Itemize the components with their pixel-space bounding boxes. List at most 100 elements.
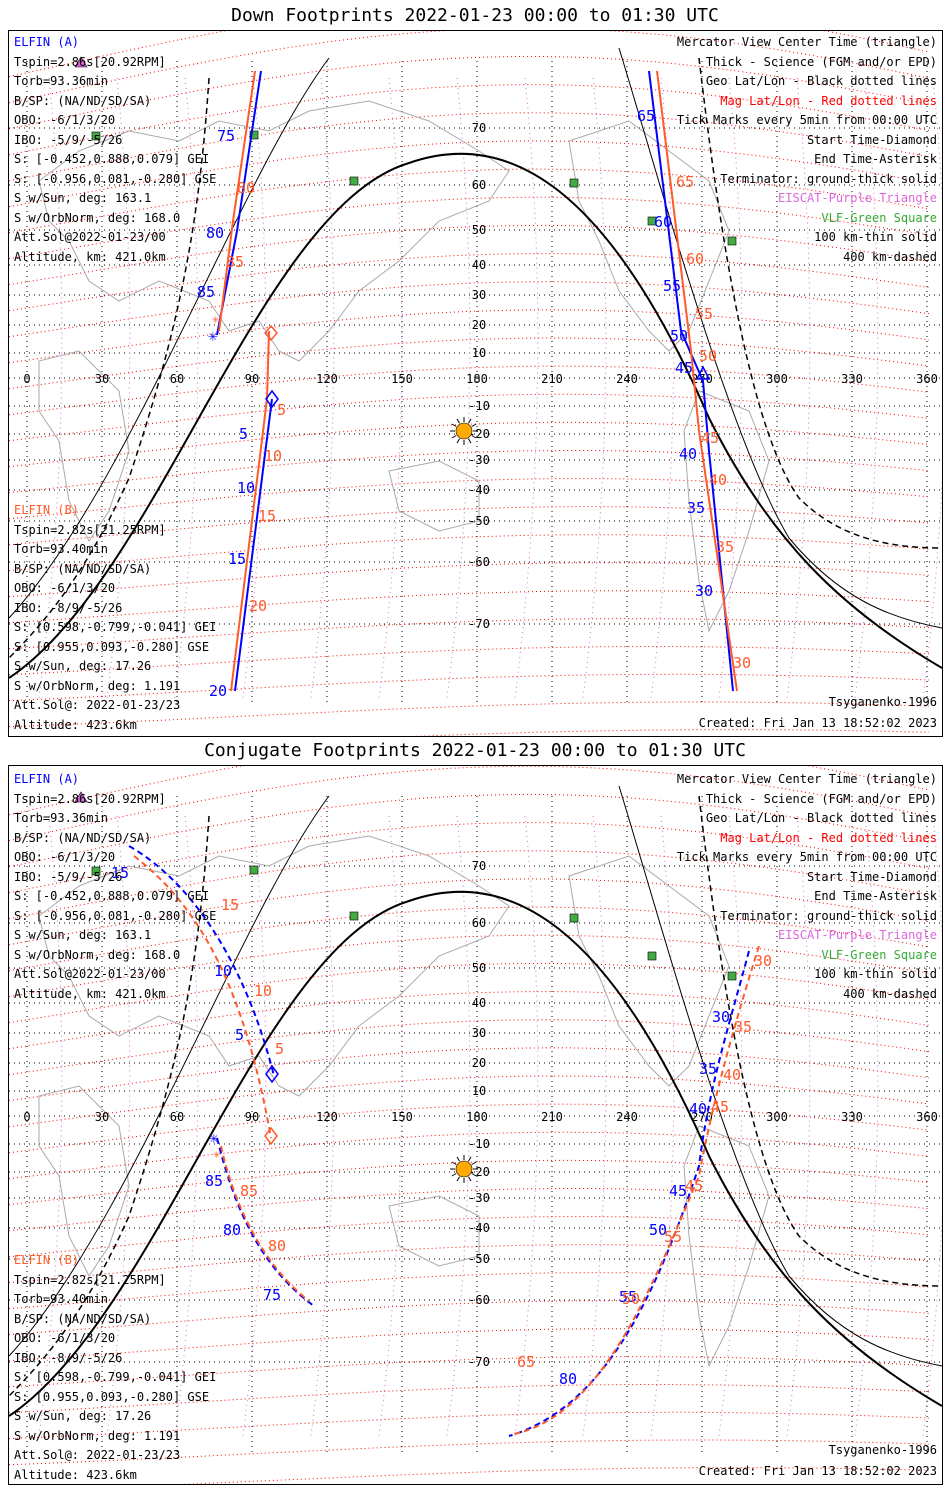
mag-parallel <box>9 590 930 624</box>
track-b-line <box>230 330 270 692</box>
sun-ray <box>468 438 472 444</box>
terminator-100km <box>9 795 330 1357</box>
sat-a-line: OBO: -6/1/3/20 <box>14 850 116 864</box>
green-square-icon <box>569 913 579 923</box>
track-a-tick-label: 75 <box>217 127 235 145</box>
mag-parallel <box>9 1188 930 1232</box>
track-a-tick-label: 85 <box>205 1172 223 1190</box>
sat-b-line: IBO: -8/9/-5/26 <box>14 1350 123 1365</box>
track-b-tick-label: 65 <box>676 173 694 191</box>
track-a-tick-label: 55 <box>663 277 681 295</box>
track-a-tick-label: 50 <box>670 327 688 345</box>
mag-parallel <box>9 1439 930 1466</box>
mag-parallel <box>9 1244 930 1284</box>
sat-a-line: S: [-0.452,0.888,0.079] GEI <box>14 889 210 903</box>
coastline <box>388 460 480 532</box>
sat-b-line: S w/OrbNorm, deg: 1.191 <box>14 678 181 693</box>
terminator-400km <box>9 77 210 659</box>
sat-b-line: Torb=93.40min <box>14 1292 108 1306</box>
legend-item: Geo Lat/Lon - Black dotted lines <box>705 811 937 825</box>
mag-parallel <box>9 618 930 650</box>
diamond-icon <box>264 324 278 342</box>
sat-b-line: S w/Sun, deg: 17.26 <box>14 659 152 673</box>
model-label: Tsyganenko-1996 <box>828 1443 937 1457</box>
sun-ray <box>451 435 457 439</box>
track-b-tick-label: 65 <box>517 1353 535 1371</box>
mag-meridian <box>174 77 199 699</box>
track-a-tick-label: 10 <box>214 962 232 980</box>
mag-parallel <box>9 1411 930 1440</box>
mag-meridian <box>514 77 539 699</box>
sat-a-line: Att.Sol@2022-01-23/00 <box>14 230 166 244</box>
lat-tick-label: 30 <box>472 1026 486 1040</box>
lat-tick-label: 40 <box>472 258 486 272</box>
legend-item: Mag Lat/Lon - Red dotted lines <box>720 93 937 108</box>
mag-meridian <box>718 815 743 1437</box>
mag-meridian <box>786 815 811 1437</box>
track-a-line <box>508 950 750 1437</box>
track-b-tick-label: 40 <box>723 1066 741 1084</box>
mag-meridian <box>650 77 675 699</box>
sat-a-line: Torb=93.36min <box>14 74 108 88</box>
lon-tick-label: 90 <box>245 1110 259 1124</box>
legend-item: Terminator: ground-thick solid <box>720 908 937 923</box>
track-a-tick-label: 45 <box>675 359 693 377</box>
map-canvas-down: 0 30 60 90 120 150 180 210 240 270 300 330 360706050… <box>9 31 942 736</box>
terminator-line <box>9 890 942 1417</box>
coastline <box>568 855 730 1087</box>
mag-parallel <box>9 766 930 842</box>
lat-tick-label: -30 <box>468 453 490 467</box>
track-a-tick-label: 55 <box>619 1288 637 1306</box>
sun-ray <box>456 438 460 444</box>
mag-meridian <box>242 815 267 1437</box>
diamond-icon <box>265 389 279 409</box>
sun-ray <box>468 1156 472 1162</box>
lon-tick-label: 120 <box>316 372 338 386</box>
sat-b-line: S w/Sun, deg: 17.26 <box>14 1409 152 1423</box>
track-b-tick-label: 5 <box>277 401 286 419</box>
sat-a-line: Altitude, km: 421.0km <box>14 249 166 264</box>
sat-b-line: S: [0.598,-0.799,-0.041] GEI <box>14 1370 217 1384</box>
legend: Mercator View Center Time (triangle) Thi… <box>677 33 937 267</box>
lat-tick-label: 60 <box>472 178 486 192</box>
sat-a-line: S w/OrbNorm, deg: 168.0 <box>14 947 181 962</box>
mag-meridian <box>446 77 471 699</box>
track-a-tick-label: 45 <box>669 1182 687 1200</box>
lat-tick-label: -30 <box>468 1191 490 1205</box>
mag-parallel <box>9 1328 930 1362</box>
track-b-tick-label: 50 <box>622 1290 640 1308</box>
sun-ray <box>471 1173 477 1177</box>
legend-item: Start Time-Diamond <box>806 132 937 147</box>
panel-title-down: Down Footprints 2022-01-23 00:00 to 01:3… <box>231 5 719 26</box>
lon-tick-label: 300 <box>766 1110 788 1124</box>
green-square-icon <box>349 176 359 186</box>
sat-b-name: ELFIN (B) <box>14 1253 80 1267</box>
green-square-icon <box>91 131 101 141</box>
mag-meridian <box>106 815 131 1437</box>
sun-ray <box>468 418 472 424</box>
track-a-tick-label: 20 <box>209 682 227 700</box>
mag-meridian <box>582 815 607 1437</box>
track-b-tick-label: 45 <box>701 429 719 447</box>
mag-meridian <box>38 77 63 699</box>
track-a-tick-label: 85 <box>197 283 215 301</box>
track-a-tick-label: 65 <box>637 107 655 125</box>
lon-tick-label: 240 <box>616 1110 638 1124</box>
track-b-tick-label: 30 <box>733 654 751 672</box>
track-a-tick-label: 35 <box>687 499 705 517</box>
lon-tick-label: 240 <box>616 372 638 386</box>
mag-parallel <box>9 822 930 894</box>
legend-item: 400 km-dashed <box>843 986 937 1001</box>
green-square-icon <box>727 236 737 246</box>
sat-a-line: S w/Sun, deg: 163.1 <box>14 928 152 942</box>
sat-a-line: Att.Sol@2022-01-23/00 <box>14 967 166 981</box>
terminator-line <box>9 152 942 679</box>
mag-meridian <box>786 77 811 699</box>
track-b-tick-label: 40 <box>709 471 727 489</box>
track-a-tick-label: 30 <box>712 1008 730 1026</box>
track-b-tick-label: 55 <box>695 305 713 323</box>
sat-b-line: OBO: -6/1/3/20 <box>14 581 116 595</box>
sat-b-line: Tspin=2.82s[21.25RPM] <box>14 522 166 537</box>
mag-parallel <box>9 1047 930 1102</box>
track-b-tick-label: 15 <box>258 507 276 525</box>
